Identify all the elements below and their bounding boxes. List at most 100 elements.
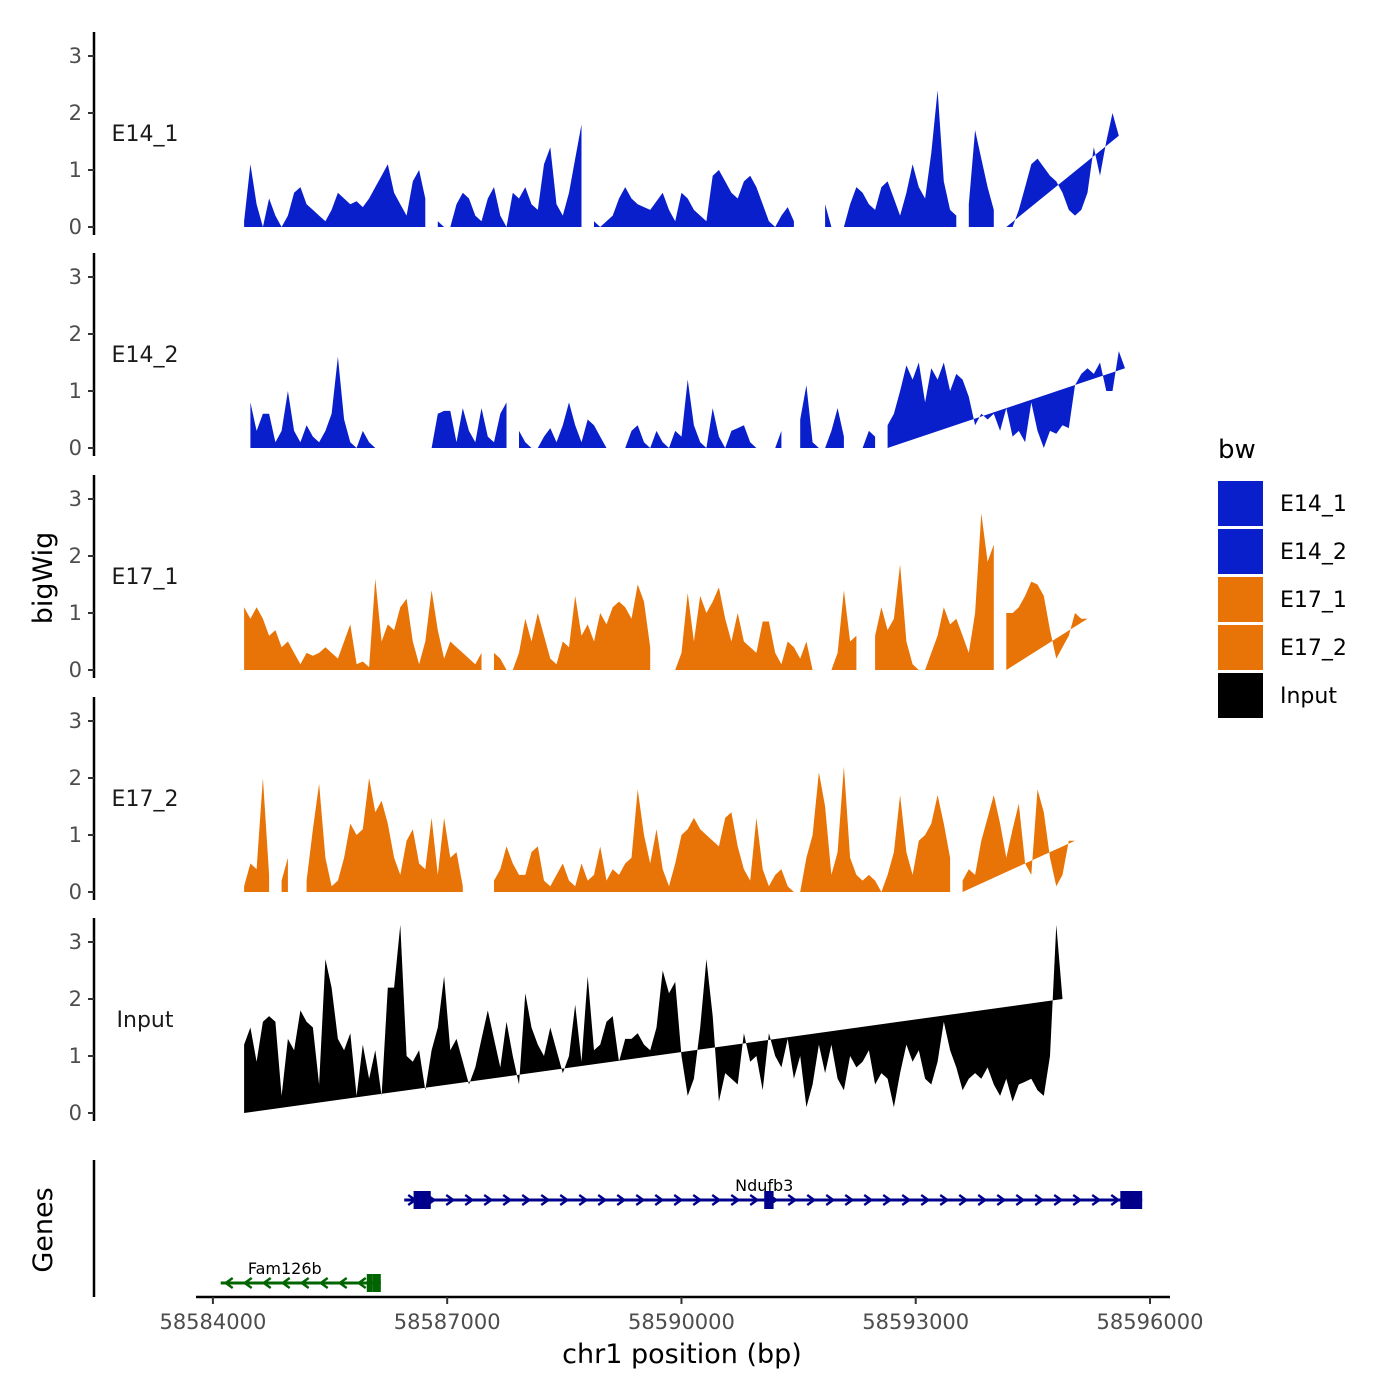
legend-swatch xyxy=(1218,625,1263,670)
coverage-area-E17_1 xyxy=(494,584,651,670)
x-tick-label: 58587000 xyxy=(394,1310,501,1334)
strand-chevron xyxy=(901,1194,912,1206)
gene-Fam126b: Fam126b xyxy=(220,1259,381,1292)
strand-chevron xyxy=(280,1277,291,1289)
x-axis: chr1 position (bp) 58584000 58587000 58590… xyxy=(159,1295,1204,1370)
strand-chevron xyxy=(616,1194,627,1206)
y-tick-label: 2 xyxy=(69,987,82,1011)
strand-chevron xyxy=(825,1194,836,1206)
track-label-E17_2: E17_2 xyxy=(112,787,179,812)
strand-chevron xyxy=(1091,1194,1102,1206)
coverage-area-E14_2 xyxy=(250,356,376,448)
strand-chevron xyxy=(223,1277,234,1289)
legend-title: bw xyxy=(1218,435,1256,465)
y-tick-label: 0 xyxy=(69,215,82,239)
x-tick-label: 58593000 xyxy=(862,1310,969,1334)
strand-chevron xyxy=(1110,1194,1121,1206)
coverage-area-E14_2 xyxy=(419,402,507,448)
legend-label: Input xyxy=(1280,684,1337,709)
strand-chevron xyxy=(958,1194,969,1206)
strand-chevron xyxy=(356,1277,367,1289)
strand-chevron xyxy=(483,1194,494,1206)
x-tick-label: 58596000 xyxy=(1097,1310,1204,1334)
exon-block xyxy=(1120,1191,1143,1209)
y-tick-label: 1 xyxy=(69,601,82,625)
legend: bw E14_1 E14_2 E17_1 E17_2 Input xyxy=(1218,435,1347,718)
strand-chevron xyxy=(939,1194,950,1206)
coverage-area-E14_1 xyxy=(1006,113,1119,227)
legend-swatch xyxy=(1218,577,1263,622)
coverage-area-E17_1 xyxy=(875,513,994,670)
y-tick-label: 2 xyxy=(69,766,82,790)
strand-chevron xyxy=(673,1194,684,1206)
coverage-area-E14_2 xyxy=(619,379,782,448)
gene-Ndufb3: Ndufb3 xyxy=(404,1176,1143,1209)
legend-item: E17_2 xyxy=(1218,625,1347,670)
exon-block xyxy=(764,1191,774,1209)
y-tick-label: 1 xyxy=(69,379,82,403)
strand-chevron xyxy=(806,1194,817,1206)
strand-chevron xyxy=(318,1277,329,1289)
x-tick-label: 58590000 xyxy=(628,1310,735,1334)
genes-axis-title: Genes xyxy=(28,1187,59,1272)
legend-item: E14_1 xyxy=(1218,481,1347,526)
track-label-E14_1: E14_1 xyxy=(112,122,179,147)
strand-chevron xyxy=(464,1194,475,1206)
track-label-E17_1: E17_1 xyxy=(112,565,179,590)
y-axis-title: bigWig xyxy=(28,532,59,625)
legend-item: E17_1 xyxy=(1218,577,1347,622)
strand-chevron xyxy=(920,1194,931,1206)
y-tick-label: 3 xyxy=(69,709,82,733)
x-axis-title: chr1 position (bp) xyxy=(562,1339,802,1370)
strand-chevron xyxy=(749,1194,760,1206)
strand-chevron xyxy=(242,1277,253,1289)
coverage-area-E14_1 xyxy=(968,130,994,227)
y-tick-label: 0 xyxy=(69,658,82,682)
coverage-area-E14_1 xyxy=(437,124,582,227)
legend-item: Input xyxy=(1218,673,1337,718)
legend-swatch xyxy=(1218,529,1263,574)
track-label-E14_2: E14_2 xyxy=(112,343,179,368)
y-tick-label: 0 xyxy=(69,1101,82,1125)
coverage-area-E17_2 xyxy=(494,766,951,892)
strand-chevron xyxy=(1034,1194,1045,1206)
strand-chevron xyxy=(996,1194,1007,1206)
track-label-Input: Input xyxy=(117,1008,174,1033)
strand-chevron xyxy=(787,1194,798,1206)
strand-chevron xyxy=(597,1194,608,1206)
gene-annotation-panel: Genes Fam126b Ndufb3 xyxy=(28,1160,1143,1297)
y-tick-label: 3 xyxy=(69,44,82,68)
strand-chevron xyxy=(337,1277,348,1289)
exon-block xyxy=(366,1274,373,1292)
coverage-area-E17_2 xyxy=(306,778,463,892)
strand-chevron xyxy=(521,1194,532,1206)
legend-swatch xyxy=(1218,481,1263,526)
strand-chevron xyxy=(445,1194,456,1206)
track-E14_1: 0 1 2 3 E14_1 xyxy=(69,32,1119,239)
exon-block xyxy=(372,1274,381,1292)
legend-label: E17_2 xyxy=(1280,636,1347,661)
y-tick-label: 1 xyxy=(69,823,82,847)
strand-chevron xyxy=(844,1194,855,1206)
y-tick-label: 1 xyxy=(69,158,82,182)
strand-chevron xyxy=(635,1194,646,1206)
track-Input: 0 1 2 3 Input xyxy=(69,918,1063,1125)
track-E14_2: 0 1 2 3 E14_2 xyxy=(69,253,1125,460)
strand-chevron xyxy=(882,1194,893,1206)
legend-label: E14_2 xyxy=(1280,540,1347,565)
coverage-area-E14_2 xyxy=(887,351,1125,448)
gene-name-label: Ndufb3 xyxy=(735,1176,793,1195)
y-tick-label: 3 xyxy=(69,265,82,289)
coverage-area-E17_2 xyxy=(244,778,270,892)
coverage-area-E14_1 xyxy=(594,170,794,227)
legend-swatch xyxy=(1218,673,1263,718)
strand-chevron xyxy=(730,1194,741,1206)
coverage-area-E14_1 xyxy=(244,164,426,227)
coverage-area-E14_2 xyxy=(800,385,844,448)
y-tick-label: 1 xyxy=(69,1044,82,1068)
strand-chevron xyxy=(559,1194,570,1206)
coverage-area-E14_1 xyxy=(825,90,957,227)
strand-chevron xyxy=(863,1194,874,1206)
strand-chevron xyxy=(711,1194,722,1206)
